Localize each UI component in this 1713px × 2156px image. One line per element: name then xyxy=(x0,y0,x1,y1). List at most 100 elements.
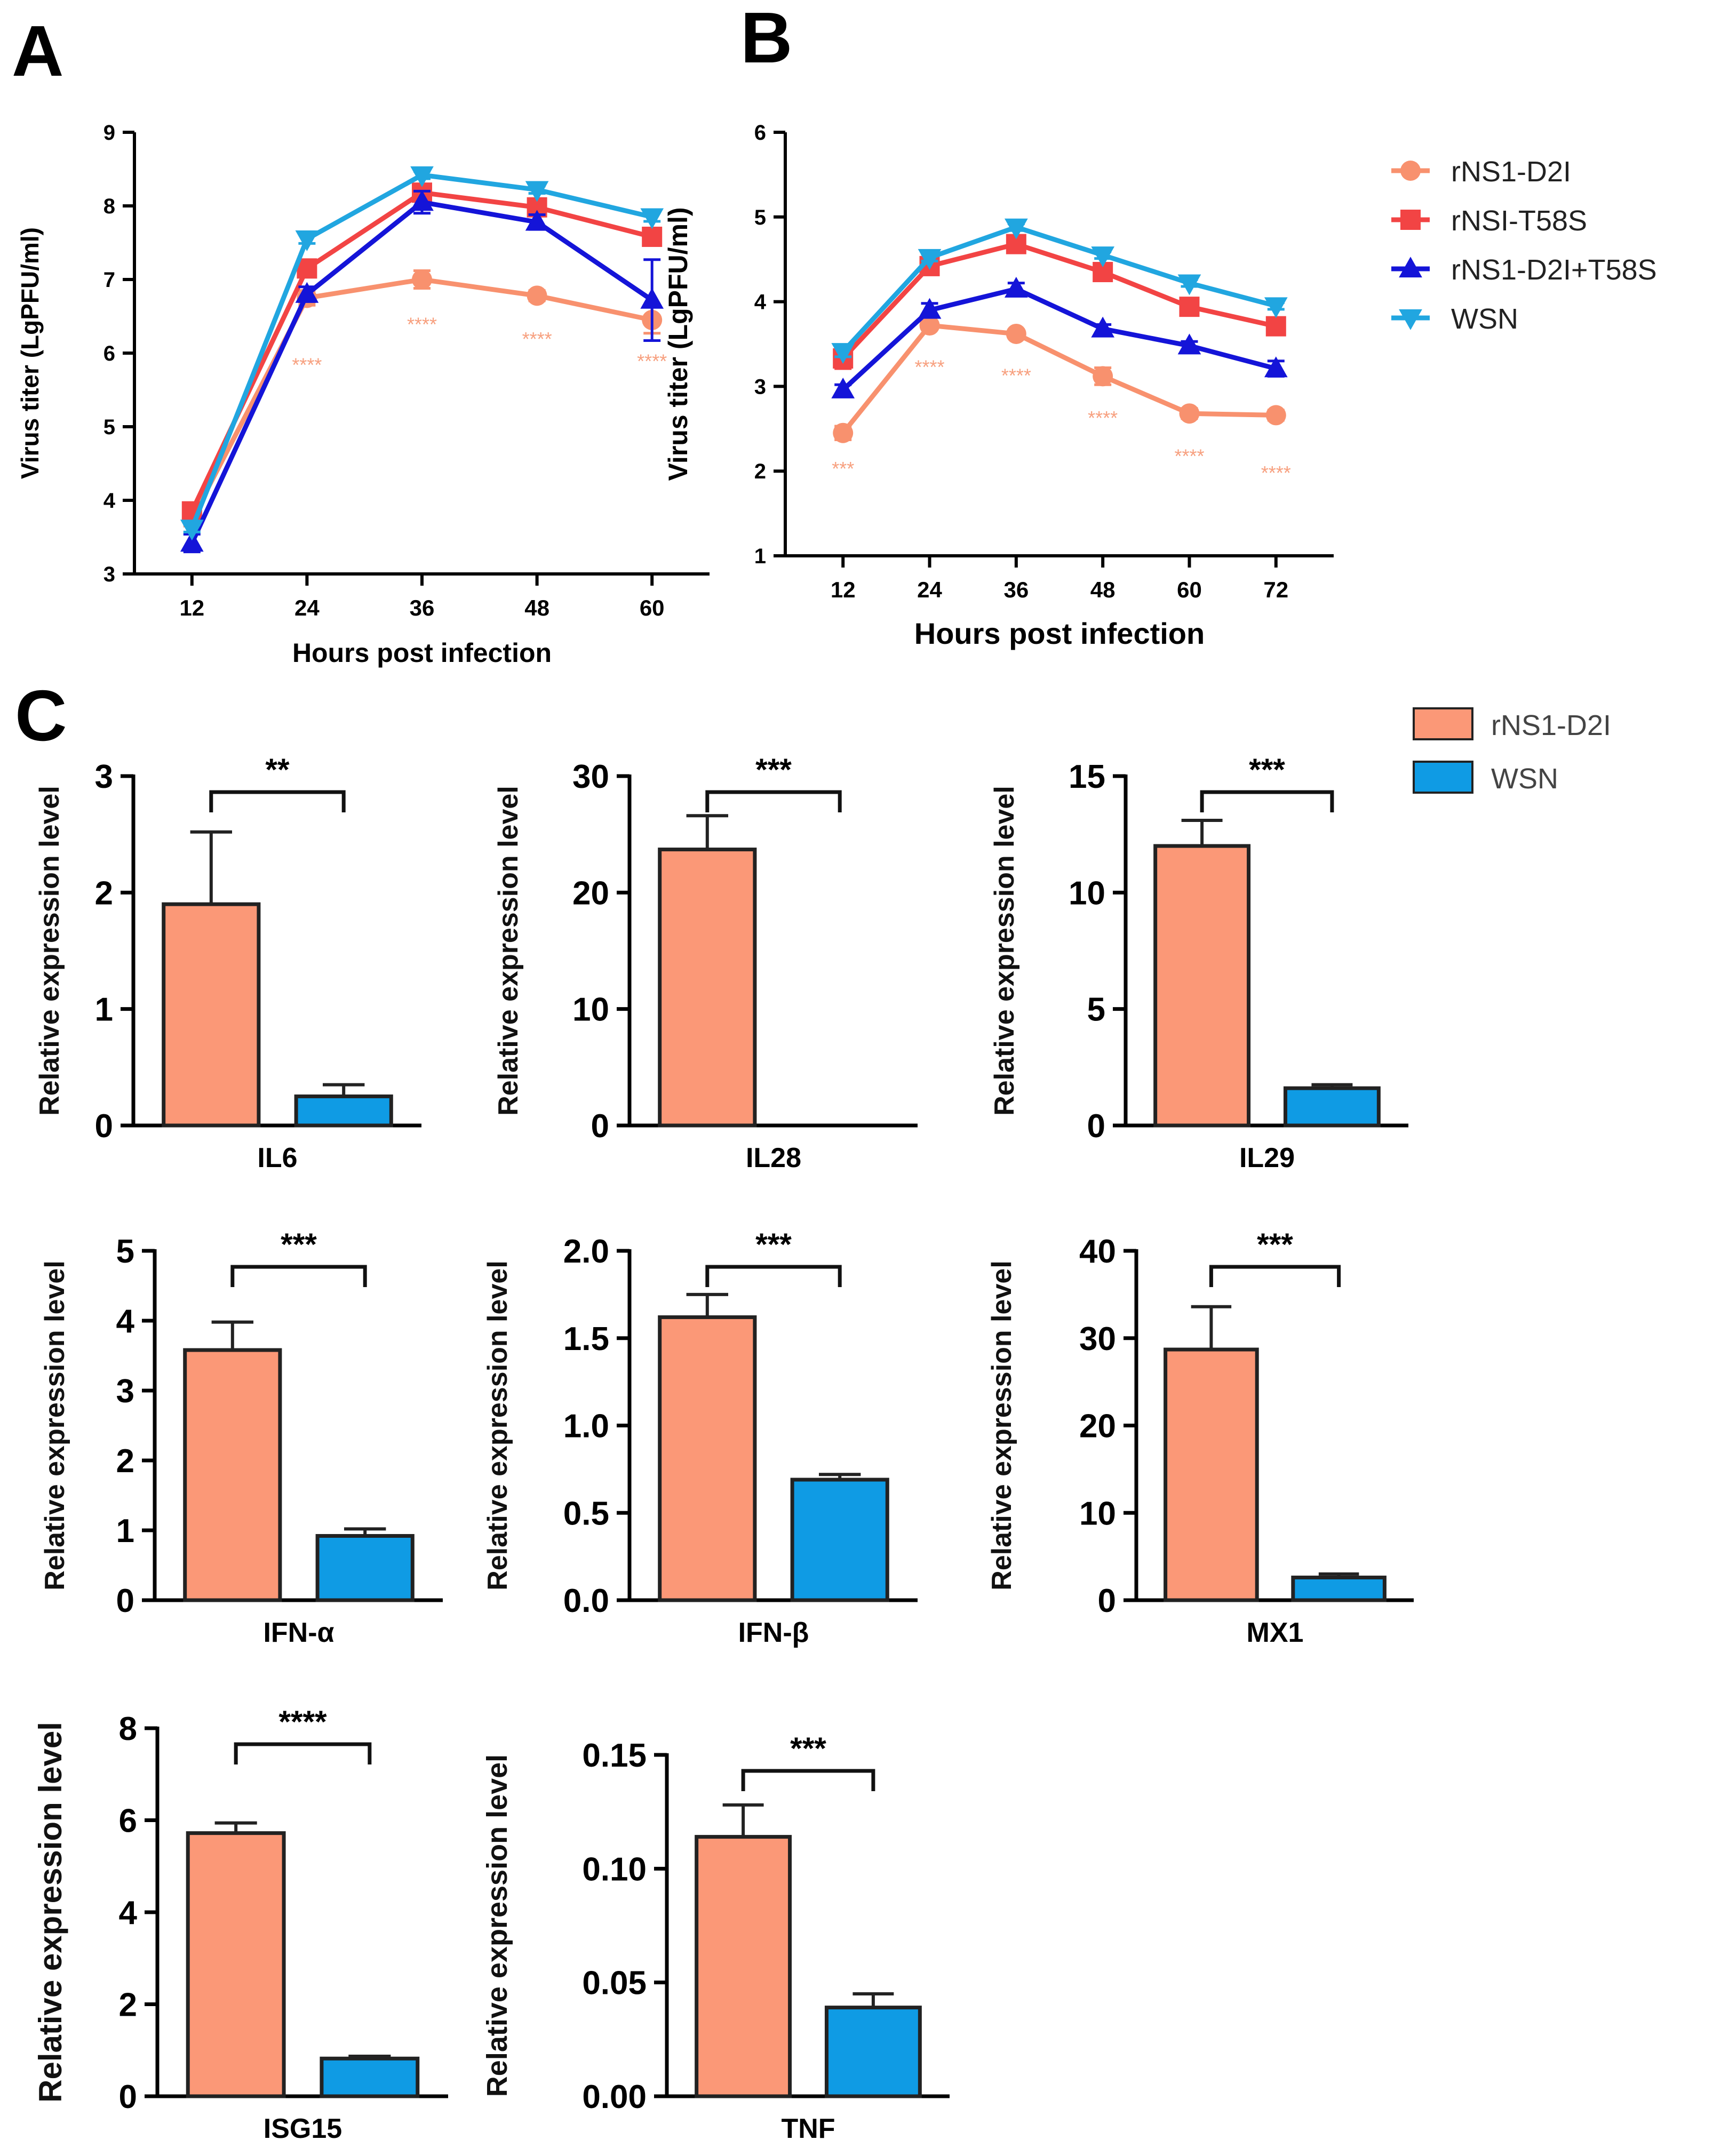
panel-label-a: A xyxy=(12,11,64,91)
y-tick-label: 1 xyxy=(754,545,766,568)
data-point xyxy=(410,166,434,187)
data-point xyxy=(918,298,942,319)
data-point xyxy=(640,288,664,309)
data-point xyxy=(1265,316,1286,337)
data-point xyxy=(1091,246,1115,268)
x-axis-label: IL29 xyxy=(1239,1143,1295,1173)
y-tick-label: 10 xyxy=(1069,875,1105,912)
panel-label-c: C xyxy=(15,675,67,756)
bar-chart-tnf: 0.00 0.05 0.10 0.15 *** TNF Relative expressio… xyxy=(481,1731,950,2144)
bar-rns1-d2i xyxy=(658,848,757,1128)
legend-label: rNS1-D2I xyxy=(1451,156,1571,188)
x-axis-label: TNF xyxy=(781,2113,835,2144)
y-tick-label: 5 xyxy=(1087,992,1105,1028)
significance-label: **** xyxy=(522,328,552,350)
y-tick-label: 0.5 xyxy=(563,1495,609,1532)
y-tick-label: 0.05 xyxy=(582,1965,647,2002)
significance-label: *** xyxy=(755,1227,792,1262)
legend-item: rNS1-D2I xyxy=(1413,707,1611,741)
y-tick-label: 2 xyxy=(119,1987,137,2024)
y-axis-label: Relative expression level xyxy=(481,1754,513,2097)
x-tick-label: 36 xyxy=(410,595,435,620)
y-tick-label: 0 xyxy=(95,1108,113,1145)
y-tick-label: 0 xyxy=(591,1108,609,1145)
series-line xyxy=(189,172,653,530)
data-point xyxy=(1264,297,1288,318)
data-point xyxy=(1177,333,1201,355)
data-point xyxy=(180,531,204,552)
series-wsn xyxy=(831,218,1288,364)
y-tick-label: 6 xyxy=(754,121,766,145)
data-point xyxy=(525,210,549,231)
bar-chart-il28: 0 10 20 30 *** IL28 Relative expression level xyxy=(493,753,918,1173)
y-tick-label: 5 xyxy=(103,416,115,439)
x-tick-label: 24 xyxy=(294,595,320,620)
bar-wsn xyxy=(824,2006,922,2098)
data-point xyxy=(1006,323,1026,344)
x-axis-label: ISG15 xyxy=(264,2113,342,2144)
bar-rns1-d2i xyxy=(658,1315,757,1602)
y-tick-label: 0.0 xyxy=(563,1583,609,1619)
legend-item: WSN xyxy=(1413,761,1558,795)
legend-line-charts: rNS1-D2I rNSI-T58S rNS1-D2I+T58S WSN xyxy=(1391,156,1657,335)
significance-label: ** xyxy=(265,753,290,787)
y-axis-label: Relative expression level xyxy=(482,1260,513,1591)
legend-item: WSN xyxy=(1391,303,1518,335)
legend-swatch xyxy=(1413,761,1473,794)
x-tick-label: 72 xyxy=(1263,577,1288,602)
y-tick-label: 0 xyxy=(1098,1583,1116,1619)
bar-rns1-d2i xyxy=(695,1835,792,2098)
series-wsn xyxy=(180,166,664,541)
bar-rns1-d2i xyxy=(183,1348,282,1602)
data-point xyxy=(527,285,547,306)
y-tick-label: 0.10 xyxy=(582,1851,647,1888)
y-axis-label: Relative expression level xyxy=(989,786,1020,1116)
y-tick-label: 0.00 xyxy=(582,2079,647,2115)
legend-marker xyxy=(1400,161,1421,181)
y-axis-label: Relative expression level xyxy=(986,1260,1017,1591)
data-point xyxy=(1004,276,1028,298)
data-point xyxy=(295,282,319,303)
x-axis-label: Hours post infection xyxy=(292,638,552,668)
y-tick-label: 4 xyxy=(754,291,767,314)
y-tick-label: 10 xyxy=(572,992,609,1028)
significance-label: *** xyxy=(790,1731,826,1766)
significance-bracket xyxy=(705,1265,842,1287)
data-point xyxy=(180,520,204,541)
legend-item: rNS1-D2I+T58S xyxy=(1391,254,1657,286)
bar-chart-il29: 0 5 10 15 *** IL29 Relative expression level xyxy=(989,753,1408,1173)
series-line xyxy=(189,199,654,544)
y-tick-label: 0.15 xyxy=(582,1737,647,1774)
significance-label: **** xyxy=(1001,364,1031,386)
y-tick-label: 7 xyxy=(103,268,115,292)
significance-bracket xyxy=(209,790,346,812)
y-tick-label: 20 xyxy=(572,875,609,912)
significance-label: *** xyxy=(281,1227,317,1262)
legend-marker xyxy=(1400,210,1421,230)
data-point xyxy=(1177,274,1201,296)
bar-chart-isg15: 0 2 4 6 8 **** ISG15 Relative expression level xyxy=(33,1705,448,2144)
data-point xyxy=(831,343,855,364)
x-axis-label: IFN-α xyxy=(263,1617,334,1648)
series-line xyxy=(841,225,1277,354)
y-axis-label: Virus titer (LgPFU/ml) xyxy=(16,227,44,479)
y-tick-label: 9 xyxy=(103,121,115,145)
y-tick-label: 3 xyxy=(95,758,113,795)
significance-label: **** xyxy=(637,350,667,372)
y-tick-label: 8 xyxy=(103,195,115,218)
x-tick-label: 36 xyxy=(1003,577,1029,602)
significance-label: *** xyxy=(1249,753,1285,787)
bar-wsn xyxy=(315,1534,415,1602)
y-tick-label: 3 xyxy=(116,1373,134,1410)
x-axis-label: IL6 xyxy=(257,1143,297,1173)
y-axis-label: Relative expression level xyxy=(33,1722,68,2103)
y-tick-label: 1.5 xyxy=(563,1321,609,1358)
y-tick-label: 6 xyxy=(103,342,115,365)
bar-rns1-d2i xyxy=(162,902,261,1128)
bar-wsn xyxy=(294,1094,393,1128)
series-line xyxy=(841,323,1276,435)
legend-bar-charts: rNS1-D2I WSN xyxy=(1413,707,1611,795)
data-point xyxy=(831,377,855,398)
